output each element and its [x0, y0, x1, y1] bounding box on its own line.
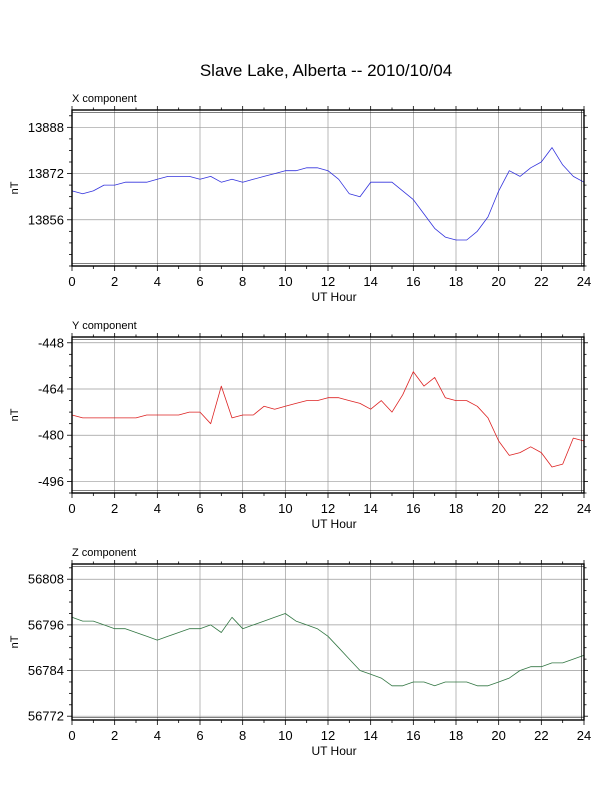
- y-tick-label: -496: [38, 474, 64, 489]
- y-tick-label: -480: [38, 428, 64, 443]
- y-tick-label: 56808: [28, 572, 64, 587]
- x-tick-label: 0: [68, 728, 75, 743]
- x-axis-label: UT Hour: [311, 744, 356, 758]
- x-tick-label: 10: [278, 728, 292, 743]
- x-axis-label: UT Hour: [311, 517, 356, 531]
- y-tick-label: 13888: [28, 120, 64, 135]
- x-tick-label: 0: [68, 274, 75, 289]
- x-tick-label: 2: [111, 274, 118, 289]
- panel-title: Y component: [72, 320, 137, 332]
- x-tick-label: 4: [154, 728, 161, 743]
- x-tick-label: 18: [449, 274, 463, 289]
- x-tick-label: 16: [406, 274, 420, 289]
- x-tick-label: 8: [239, 274, 246, 289]
- y-axis-label: nT: [9, 635, 21, 648]
- x-tick-label: 20: [491, 501, 505, 516]
- x-tick-label: 24: [577, 274, 591, 289]
- y-tick-label: 56796: [28, 617, 64, 632]
- x-tick-label: 6: [196, 274, 203, 289]
- panel-title: X component: [72, 93, 137, 105]
- x-tick-label: 20: [491, 728, 505, 743]
- x-tick-label: 12: [321, 274, 335, 289]
- panel-title: Z component: [72, 547, 136, 559]
- chart-z-component: 0 2 4 6 8 10 12 14 16 18 20 22 245677256784567965680…: [9, 547, 591, 758]
- y-tick-label: -448: [38, 335, 64, 350]
- x-tick-label: 6: [196, 501, 203, 516]
- x-tick-label: 4: [154, 501, 161, 516]
- x-tick-label: 18: [449, 728, 463, 743]
- y-tick-label: 56772: [28, 709, 64, 724]
- x-tick-label: 24: [577, 728, 591, 743]
- x-tick-label: 14: [363, 274, 377, 289]
- x-tick-label: 16: [406, 728, 420, 743]
- series-line-z: [71, 613, 585, 687]
- x-tick-label: 6: [196, 728, 203, 743]
- y-axis-label: nT: [9, 408, 21, 421]
- x-tick-label: 4: [154, 274, 161, 289]
- y-axis-label: nT: [9, 181, 21, 194]
- x-tick-label: 22: [534, 501, 548, 516]
- figure-title: Slave Lake, Alberta -- 2010/10/04: [200, 61, 452, 80]
- x-tick-label: 14: [363, 501, 377, 516]
- series-line-x: [71, 147, 585, 241]
- x-tick-label: 12: [321, 728, 335, 743]
- x-tick-label: 2: [111, 501, 118, 516]
- x-tick-label: 8: [239, 501, 246, 516]
- x-tick-label: 8: [239, 728, 246, 743]
- x-axis-label: UT Hour: [311, 290, 356, 304]
- x-tick-label: 20: [491, 274, 505, 289]
- x-tick-label: 22: [534, 728, 548, 743]
- y-tick-label: 13856: [28, 212, 64, 227]
- y-tick-label: 13872: [28, 166, 64, 181]
- y-tick-label: 56784: [28, 663, 64, 678]
- x-tick-label: 14: [363, 728, 377, 743]
- x-tick-label: 12: [321, 501, 335, 516]
- x-tick-label: 22: [534, 274, 548, 289]
- x-tick-label: 0: [68, 501, 75, 516]
- series-line-y: [71, 371, 585, 468]
- x-tick-label: 16: [406, 501, 420, 516]
- x-tick-label: 10: [278, 274, 292, 289]
- x-tick-label: 2: [111, 728, 118, 743]
- x-tick-label: 10: [278, 501, 292, 516]
- x-tick-label: 24: [577, 501, 591, 516]
- x-tick-label: 18: [449, 501, 463, 516]
- y-tick-label: -464: [38, 382, 64, 397]
